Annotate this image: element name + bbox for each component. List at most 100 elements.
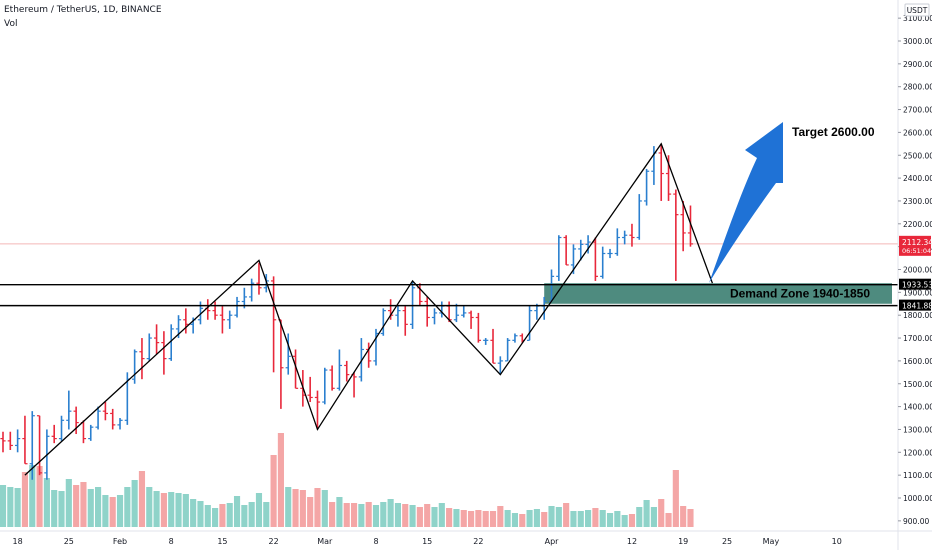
volume-bar (241, 505, 248, 527)
volume-bar (555, 507, 562, 527)
price-tick-label: 2600.00 (903, 128, 932, 137)
price-tick-label: 1500.00 (903, 380, 932, 389)
volume-bar (182, 494, 189, 527)
volume-bar (372, 505, 380, 527)
volume-bar (124, 487, 131, 527)
price-tick-label: 2500.00 (903, 151, 932, 160)
volume-bar (467, 511, 475, 527)
volume-bar (592, 508, 599, 527)
time-tick-label: 12 (627, 537, 637, 546)
volume-bar (153, 491, 160, 527)
volume-bar (628, 514, 636, 527)
price-tick-label: 2700.00 (903, 106, 932, 115)
levels-layer (0, 283, 898, 307)
volume-bar (533, 509, 540, 527)
level-lower-badge (899, 299, 931, 311)
price-tick-label: 1700.00 (903, 334, 932, 343)
volume-bar (336, 497, 343, 527)
volume-bar (116, 495, 124, 527)
time-tick-label: Mar (317, 537, 333, 546)
volume-bar (358, 504, 365, 527)
price-tick-label: 1800.00 (903, 311, 932, 320)
time-tick-label: 22 (473, 537, 483, 546)
volume-bar (51, 490, 58, 527)
volume-bar (263, 502, 270, 527)
price-tick-label: 2000.00 (903, 266, 932, 275)
time-tick-label: 15 (217, 537, 227, 546)
volume-bar (131, 480, 138, 527)
volume-bar (519, 514, 526, 527)
arrow-layer: Target 2600.00 (709, 122, 875, 283)
volume-bar (585, 510, 592, 527)
target-label: Target 2600.00 (792, 125, 875, 139)
volume-bar (87, 489, 94, 527)
volume-bar (650, 507, 657, 527)
volume-bar (109, 497, 116, 527)
volume-bar (307, 497, 314, 527)
time-tick-label: 25 (722, 537, 732, 546)
volume-bar (36, 466, 43, 527)
price-tick-label: 1600.00 (903, 357, 932, 366)
volume-bar (599, 510, 606, 527)
volume-bar (248, 502, 255, 527)
volume-bar (504, 510, 511, 527)
price-tick-label: 1200.00 (903, 448, 932, 457)
volume-bar (277, 433, 284, 527)
demand-zone-box (544, 283, 892, 304)
volume-bar (7, 487, 14, 527)
volume-bar (21, 472, 29, 527)
volume-bar (138, 471, 146, 527)
volume-bar (489, 511, 497, 527)
volume-bar (0, 485, 7, 527)
volume-bar (563, 503, 570, 527)
time-tick-label: 22 (269, 537, 279, 546)
volume-bar (233, 496, 241, 527)
time-tick-label: Apr (545, 537, 560, 546)
time-tick-label: 8 (373, 537, 378, 546)
volume-bar (329, 502, 336, 527)
level-upper-label: 1933.53 (902, 281, 932, 290)
volume-bar (482, 511, 489, 527)
volume-bar (255, 493, 263, 527)
volume-bar (175, 493, 182, 527)
volume-bar (438, 503, 445, 527)
price-tick-label: 2800.00 (903, 83, 932, 92)
time-tick-label: 19 (678, 537, 688, 546)
volume-bar (621, 515, 628, 527)
volume-bar (453, 509, 460, 527)
price-tick-label: 1900.00 (903, 288, 932, 297)
price-tick-label: 1300.00 (903, 425, 932, 434)
currency-badge (904, 3, 930, 17)
volume-bar (606, 513, 614, 527)
price-tick-label: 1400.00 (903, 403, 932, 412)
volume-bar (321, 490, 328, 527)
volume-bar (65, 479, 72, 527)
volume-bar (394, 503, 402, 527)
pattern-zigzag-line (24, 142, 714, 476)
volume-bar (58, 491, 65, 527)
level-lower-label: 1841.88 (902, 302, 932, 311)
volume-bar (475, 510, 482, 527)
volume-bar (299, 490, 306, 527)
volume-bar (416, 507, 423, 527)
current-price-label: 2112.34 (902, 238, 932, 247)
volume-bar (526, 510, 533, 527)
volume-bar (95, 487, 102, 527)
volume-bar (14, 488, 21, 527)
volume-bar (497, 506, 504, 527)
time-tick-label: 10 (832, 537, 842, 546)
volume-bar (29, 465, 36, 527)
price-tick-label: 900.00 (903, 517, 929, 526)
time-tick-label: 18 (13, 537, 23, 546)
volume-bar (73, 485, 80, 527)
price-tick-label: 3100.00 (903, 14, 932, 23)
volume-bar (687, 509, 694, 527)
volume-bar (102, 495, 109, 527)
volume-bar (387, 499, 394, 527)
time-tick-label: 25 (64, 537, 74, 546)
volume-bar (658, 499, 665, 527)
volume-layer (0, 433, 694, 527)
target-arrow (709, 122, 783, 283)
